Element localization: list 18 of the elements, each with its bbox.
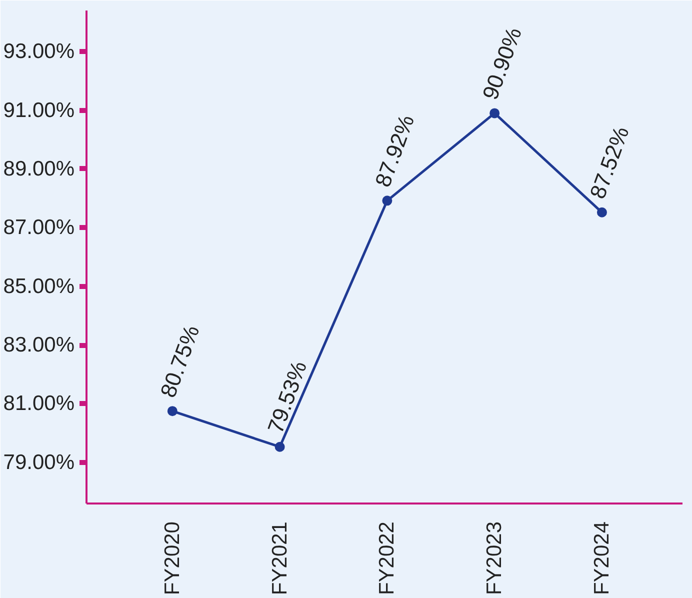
x-tick-label: FY2020 (160, 521, 184, 596)
y-tick-label: 85.00% (3, 274, 75, 298)
x-tick-label: FY2023 (483, 521, 506, 596)
x-tick-label: FY2024 (590, 521, 614, 596)
y-tick-label: 89.00% (3, 157, 75, 180)
y-tick-label: 91.00% (3, 98, 75, 122)
point (596, 207, 607, 218)
x-tick-label: FY2022 (376, 521, 399, 596)
y-tick-label: 93.00% (3, 40, 75, 64)
point (274, 442, 285, 452)
point (490, 108, 500, 118)
y-tick-label: 79.00% (3, 450, 75, 474)
point (382, 196, 392, 206)
x-tick-label: FY2021 (268, 521, 292, 596)
y-tick-label: 83.00% (3, 334, 75, 357)
y-tick-label: 87.00% (3, 216, 75, 240)
point (167, 406, 178, 416)
y-tick-label: 81.00% (3, 392, 75, 416)
